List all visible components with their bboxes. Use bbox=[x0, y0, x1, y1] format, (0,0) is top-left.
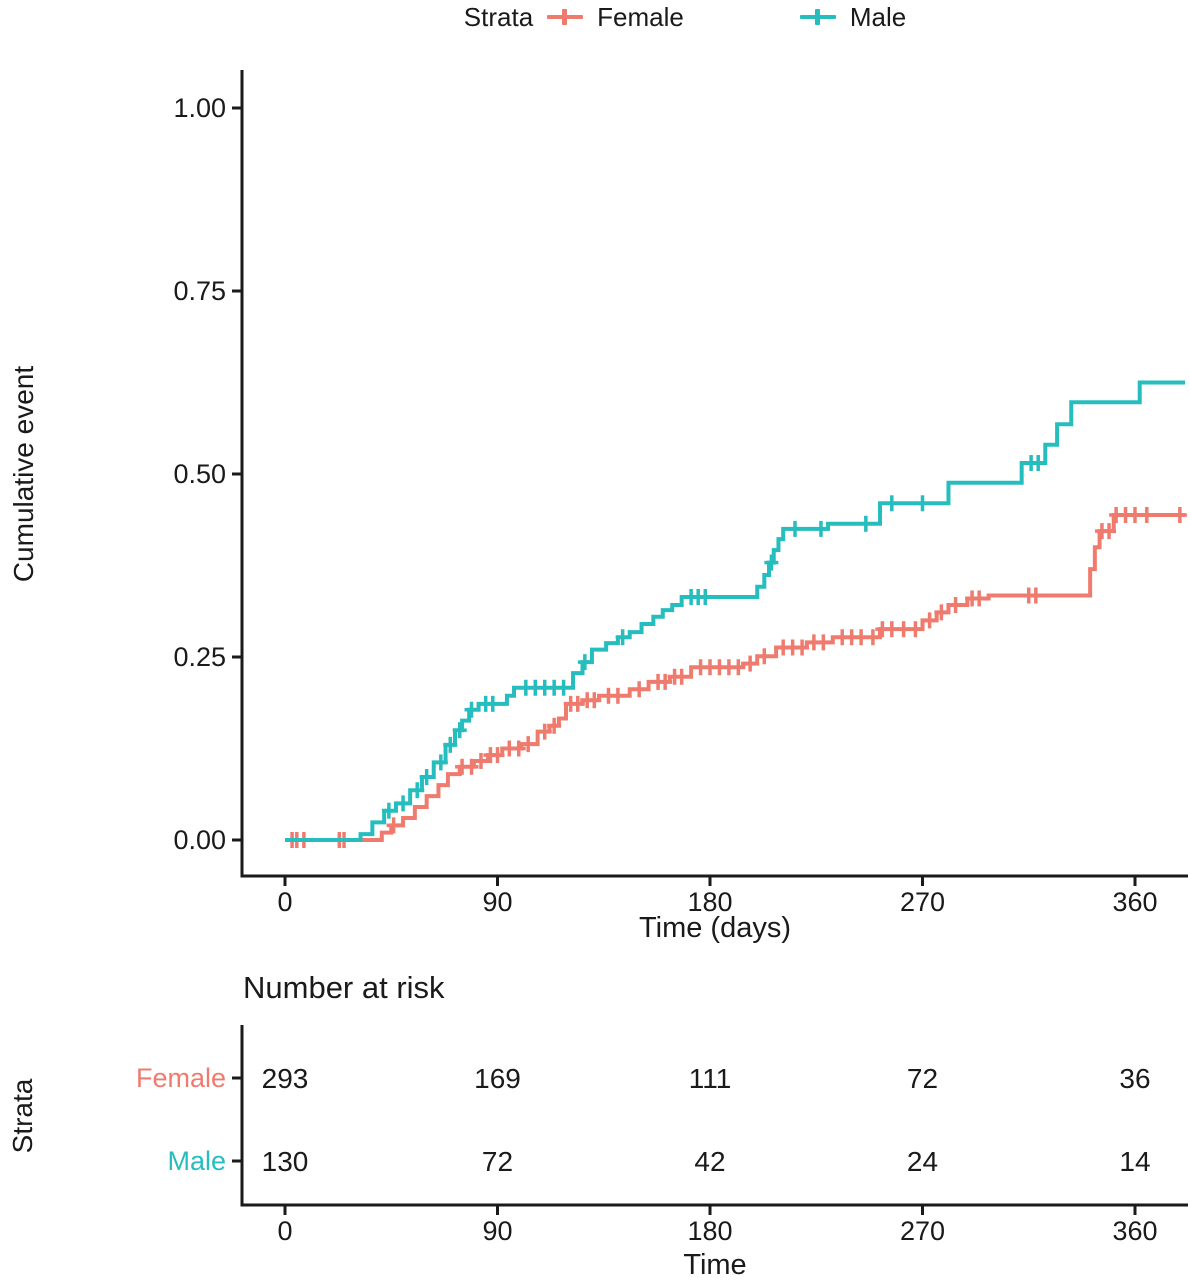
risk-count-male-90: 72 bbox=[482, 1146, 513, 1177]
x-tick-label: 360 bbox=[1112, 887, 1157, 917]
legend: Strata Female Male bbox=[180, 0, 1190, 34]
male-curve bbox=[285, 380, 1185, 842]
x-tick-label: 180 bbox=[687, 887, 732, 917]
risk-count-male-0: 130 bbox=[262, 1146, 309, 1177]
x-tick-label: 0 bbox=[277, 887, 292, 917]
legend-title: Strata bbox=[463, 1, 534, 32]
risk-count-female-270: 72 bbox=[907, 1063, 938, 1094]
risk-count-male-270: 24 bbox=[907, 1146, 938, 1177]
risk-table-row-label-male: Male bbox=[167, 1146, 226, 1176]
x-tick-label: 90 bbox=[482, 887, 512, 917]
legend-label-female: Female bbox=[597, 1, 684, 32]
legend-label-male: Male bbox=[849, 1, 907, 32]
risk-table-x-tick-label: 0 bbox=[277, 1216, 292, 1246]
risk-table-x-tick-label: 270 bbox=[900, 1216, 945, 1246]
y-tick-label: 0.00 bbox=[173, 825, 226, 855]
risk-count-female-180: 111 bbox=[689, 1063, 732, 1094]
risk-count-female-0: 293 bbox=[262, 1063, 309, 1094]
female-legend-key-icon bbox=[547, 7, 584, 27]
y-tick-label: 0.75 bbox=[173, 276, 226, 306]
x-tick-label: 270 bbox=[900, 887, 945, 917]
risk-count-male-180: 42 bbox=[694, 1146, 725, 1177]
risk-table-x-tick-label: 360 bbox=[1112, 1216, 1157, 1246]
risk-table-title: Number at risk bbox=[243, 970, 445, 1005]
male-legend-key-icon bbox=[799, 7, 836, 27]
risk-table-x-axis-title: Time bbox=[683, 1249, 747, 1281]
risk-count-female-360: 36 bbox=[1119, 1063, 1150, 1094]
x-axis-title: Time (days) bbox=[639, 912, 791, 944]
risk-table-row-label-female: Female bbox=[136, 1063, 226, 1093]
risk-table-x-tick-label: 180 bbox=[687, 1216, 732, 1246]
y-tick-label: 0.25 bbox=[173, 642, 226, 672]
risk-count-male-360: 14 bbox=[1119, 1146, 1150, 1177]
y-tick-label: 1.00 bbox=[173, 93, 226, 123]
y-tick-label: 0.50 bbox=[173, 459, 226, 489]
risk-count-female-90: 169 bbox=[474, 1063, 521, 1094]
risk-table-x-tick-label: 90 bbox=[482, 1216, 512, 1246]
